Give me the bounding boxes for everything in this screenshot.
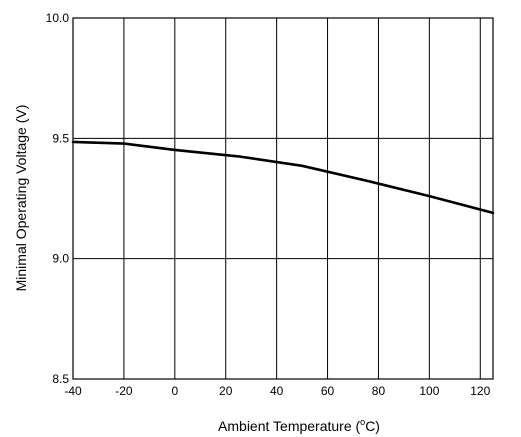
x-axis-label-unit: C) bbox=[365, 418, 380, 434]
x-tick-label: 20 bbox=[219, 384, 233, 398]
x-tick-label: -20 bbox=[115, 384, 133, 398]
series-line bbox=[71, 140, 495, 215]
y-tick-label: 9.5 bbox=[52, 131, 69, 145]
x-axis-label-degree: o bbox=[360, 417, 365, 427]
x-tick-label: 100 bbox=[419, 384, 439, 398]
series-layer bbox=[71, 140, 495, 215]
x-tick-label: 80 bbox=[372, 384, 386, 398]
grid bbox=[73, 18, 493, 379]
x-tick-label: 120 bbox=[470, 384, 490, 398]
x-tick-label: -40 bbox=[64, 384, 82, 398]
x-tick-label: 40 bbox=[270, 384, 284, 398]
x-axis-label: Ambient Temperature (oC) bbox=[218, 417, 380, 434]
plot-frame bbox=[72, 17, 494, 380]
x-axis-ticks: -40 -20 0 20 40 60 80 100 120 bbox=[64, 384, 490, 398]
x-axis-label-main: Ambient Temperature ( bbox=[218, 418, 360, 434]
y-tick-label: 9.0 bbox=[52, 252, 69, 266]
y-tick-label: 8.5 bbox=[52, 372, 69, 386]
y-axis-ticks: 8.5 9.0 9.5 10.0 bbox=[46, 11, 70, 386]
x-tick-label: 0 bbox=[171, 384, 178, 398]
y-axis-label: Minimal Operating Voltage (V) bbox=[13, 105, 29, 292]
y-tick-label: 10.0 bbox=[46, 11, 70, 25]
x-tick-label: 60 bbox=[321, 384, 335, 398]
